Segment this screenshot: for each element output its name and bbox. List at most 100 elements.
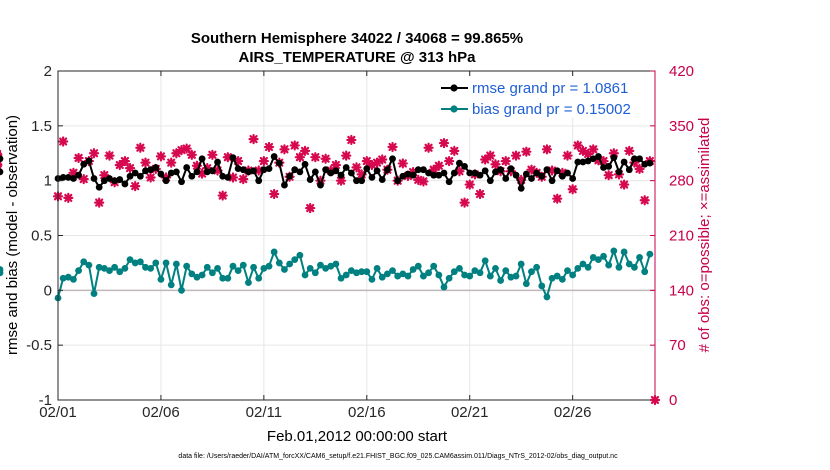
- grid-lines: [57, 70, 655, 401]
- legend-box: [437, 76, 653, 118]
- bias-point: [286, 260, 293, 268]
- bias-point: [558, 275, 566, 283]
- bias-point: [641, 268, 649, 276]
- bias-point: [353, 269, 360, 277]
- obs-point-core: [292, 143, 298, 148]
- obs-point: [418, 176, 429, 187]
- obs-point: [397, 158, 408, 169]
- obs-point: [371, 157, 383, 168]
- obs-point-core: [606, 172, 612, 178]
- bias-point: [178, 286, 185, 294]
- obs-point-core: [107, 153, 112, 159]
- obs-series: [0, 134, 655, 214]
- rmse-point: [100, 177, 108, 185]
- rmse-point: [394, 177, 402, 185]
- rmse-point: [193, 168, 201, 176]
- rmse-point: [301, 160, 309, 168]
- y-tick-label: 0: [44, 282, 52, 299]
- obs-point: [510, 150, 522, 161]
- rmse-point: [85, 157, 93, 165]
- bias-point: [625, 260, 633, 268]
- bias-point: [281, 266, 288, 273]
- bias-point: [620, 248, 628, 256]
- bias-point: [301, 271, 309, 279]
- obs-point: [485, 150, 496, 161]
- rmse-point: [208, 167, 216, 175]
- obs-point-core: [477, 191, 483, 197]
- obs-point: [263, 141, 275, 153]
- obs-point-core: [354, 164, 359, 170]
- bias-point: [564, 267, 571, 274]
- bias-point: [528, 268, 535, 276]
- obs-point: [341, 150, 352, 161]
- rmse-point: [332, 167, 340, 175]
- rmse-point: [90, 175, 98, 182]
- bias-point: [152, 259, 160, 267]
- bias-point: [147, 265, 155, 272]
- obs-point-core: [312, 154, 318, 160]
- rmse-point: [492, 168, 499, 176]
- obs-point: [490, 159, 501, 170]
- rmse-point: [178, 178, 185, 186]
- x-axis-label: Feb.01,2012 00:00:00 start: [267, 428, 448, 445]
- bias-point: [311, 269, 319, 277]
- obs-point-core: [601, 158, 606, 164]
- rmse-point: [569, 175, 577, 182]
- obs-point: [541, 144, 553, 155]
- bias-point: [80, 258, 88, 266]
- obs-point-core: [451, 148, 457, 154]
- rmse-point: [476, 171, 484, 179]
- bias-point: [512, 272, 520, 280]
- rmse-point: [553, 167, 561, 175]
- rmse-point: [420, 166, 427, 174]
- obs-point-core: [467, 182, 473, 187]
- bias-point: [383, 270, 391, 278]
- obs-point: [449, 145, 460, 156]
- obs-point: [238, 174, 249, 185]
- obs-point-core: [122, 158, 128, 164]
- rmse-point: [224, 173, 232, 181]
- x-tick-label: 02/16: [348, 404, 386, 421]
- rmse-point: [425, 169, 432, 177]
- obs-edge-point: [649, 394, 661, 406]
- rmse-point: [440, 169, 448, 177]
- bias-point: [517, 260, 525, 268]
- bias-point: [450, 268, 458, 276]
- rmse-point: [198, 155, 206, 163]
- bias-point: [347, 267, 355, 274]
- bias-point: [0, 266, 4, 273]
- obs-point: [0, 159, 3, 171]
- bias-point: [142, 263, 149, 271]
- obs-point-core: [240, 176, 246, 182]
- rmse-point: [507, 165, 515, 173]
- rmse-point: [245, 168, 252, 176]
- x-ticks: 02/01 02/06 02/11 02/16 02/21 02/26: [39, 71, 591, 421]
- rmse-point: [59, 173, 67, 181]
- x-tick-label: 02/01: [39, 404, 77, 421]
- rmse-point: [409, 171, 417, 179]
- obs-point-core: [343, 153, 349, 159]
- rmse-point: [378, 176, 386, 183]
- rmse-point: [337, 171, 345, 179]
- bias-point: [538, 282, 546, 290]
- obs-point: [552, 193, 563, 204]
- bias-point: [95, 263, 103, 271]
- obs-point: [351, 162, 362, 173]
- rmse-point: [234, 165, 242, 173]
- obs-point: [459, 197, 470, 208]
- rmse-point: [270, 153, 278, 160]
- y2-tick-label: 280: [669, 173, 694, 190]
- obs-point: [155, 151, 167, 162]
- rmse-point: [631, 155, 638, 163]
- obs-point-core: [348, 137, 354, 143]
- obs-zero-edge-marker: [649, 394, 661, 406]
- obs-point-core: [565, 153, 570, 159]
- bias-point: [589, 254, 597, 261]
- obs-point: [99, 170, 110, 181]
- bias-point: [445, 274, 453, 282]
- rmse-point: [594, 153, 602, 160]
- rmse-point: [188, 172, 196, 180]
- rmse-point: [589, 155, 597, 163]
- y-tick-label: 1: [44, 173, 52, 190]
- bias-point: [394, 272, 402, 280]
